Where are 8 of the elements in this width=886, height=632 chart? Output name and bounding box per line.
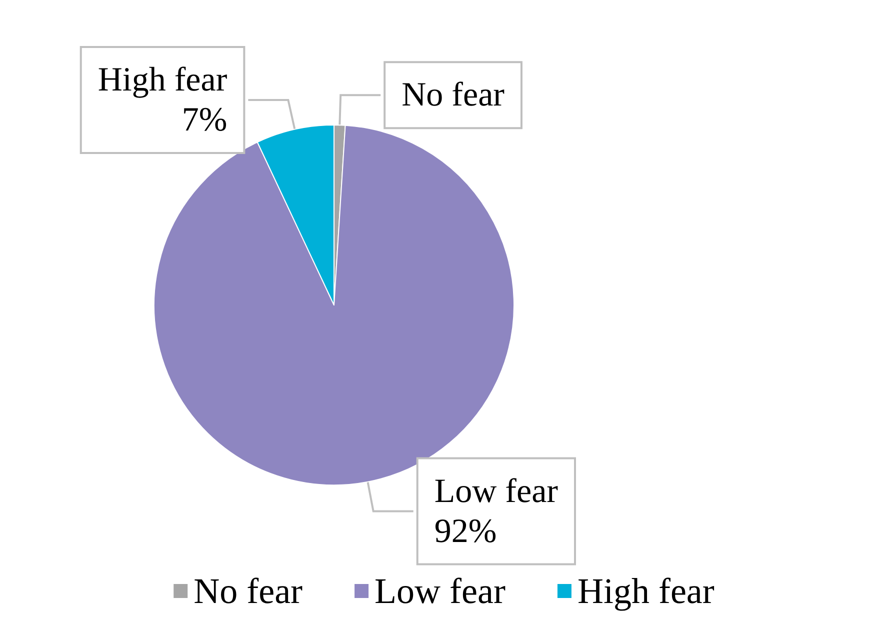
data-label: 92% [434,512,497,550]
data-label: 7% [182,102,228,139]
slice-label: High fear [98,62,228,99]
slice-label: No fear [402,76,506,114]
legend-label: High fear [577,571,714,611]
slice-label: Low fear [434,472,559,510]
legend-label: Low fear [374,571,506,611]
legend-label: No fear [194,571,303,611]
